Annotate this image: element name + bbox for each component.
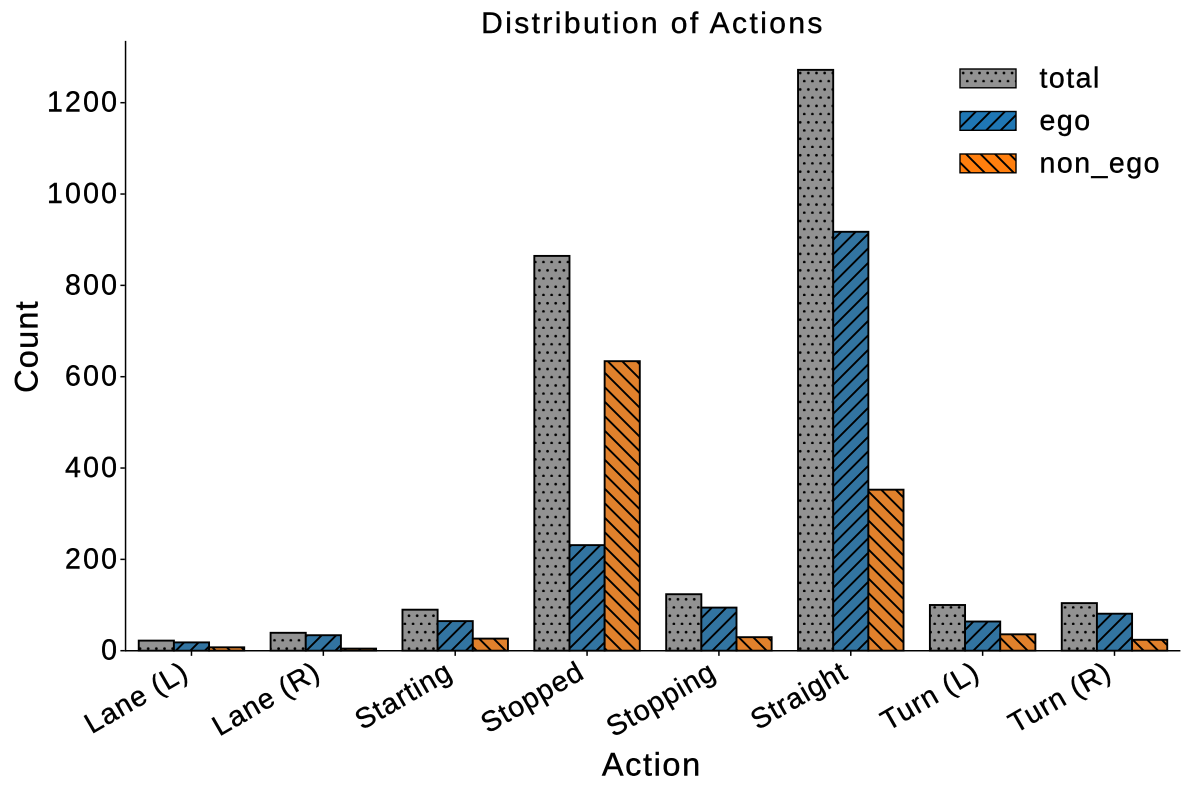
svg-text:400: 400 bbox=[65, 452, 119, 484]
svg-text:0: 0 bbox=[101, 635, 119, 667]
svg-text:1200: 1200 bbox=[47, 87, 119, 119]
svg-text:Count: Count bbox=[8, 300, 44, 393]
svg-text:800: 800 bbox=[65, 269, 119, 301]
svg-text:600: 600 bbox=[65, 361, 119, 393]
svg-text:Action: Action bbox=[602, 747, 702, 783]
svg-text:1000: 1000 bbox=[47, 178, 119, 210]
svg-text:total: total bbox=[1040, 62, 1101, 94]
svg-text:non_ego: non_ego bbox=[1040, 147, 1161, 179]
svg-text:ego: ego bbox=[1040, 105, 1092, 137]
svg-text:200: 200 bbox=[65, 543, 119, 575]
svg-text:Distribution of Actions: Distribution of Actions bbox=[481, 7, 825, 40]
